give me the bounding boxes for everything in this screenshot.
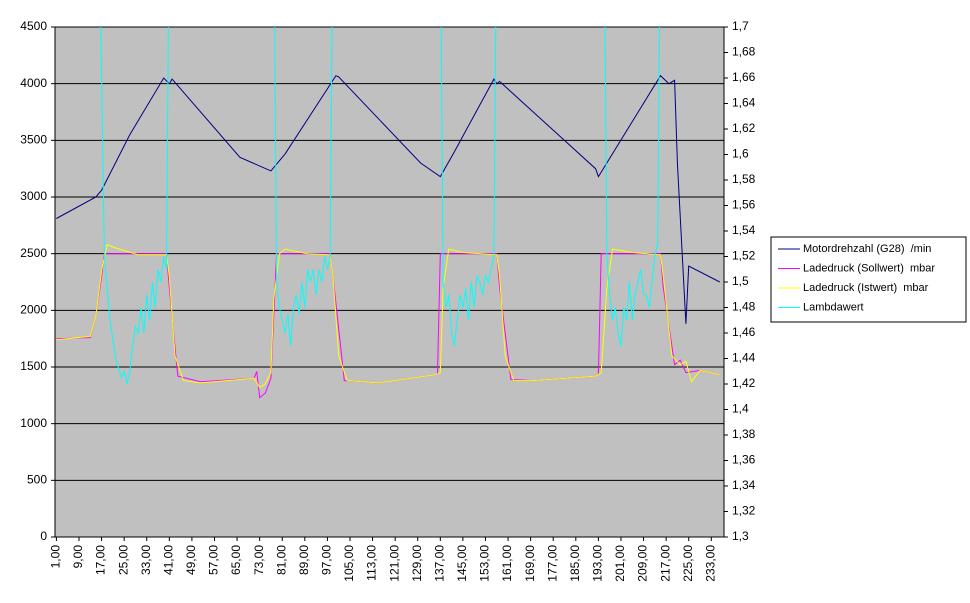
x-tick-label: 177,00 bbox=[545, 545, 559, 582]
x-tick-label: 209,00 bbox=[636, 545, 650, 582]
y-tick-label: 3500 bbox=[20, 133, 47, 147]
x-tick-label: 49,00 bbox=[184, 545, 198, 575]
plot-background bbox=[55, 27, 724, 537]
y2-tick-label: 1,32 bbox=[732, 504, 756, 518]
y-tick-label: 2000 bbox=[20, 303, 47, 317]
y2-tick-label: 1,6 bbox=[732, 147, 749, 161]
y2-tick-label: 1,48 bbox=[732, 300, 756, 314]
series-line bbox=[56, 243, 720, 389]
y2-tick-label: 1,56 bbox=[732, 198, 756, 212]
x-tick-label: 57,00 bbox=[207, 545, 221, 575]
axes: 0 500 1000 1500 2000 2500 3000 3500 4000 4500 1,3 1… bbox=[20, 19, 755, 582]
legend-box bbox=[770, 236, 967, 323]
y2-tick-label: 1,64 bbox=[732, 96, 756, 110]
x-tick-label: 153,00 bbox=[478, 545, 492, 582]
y2-tick-label: 1,5 bbox=[732, 274, 749, 288]
x-tick-label: 233,00 bbox=[703, 545, 717, 582]
series-line bbox=[56, 74, 721, 324]
y-tick-label: 500 bbox=[27, 473, 47, 487]
x-tick-label: 1,00 bbox=[49, 545, 63, 569]
x-tick-label: 201,00 bbox=[613, 545, 627, 582]
x-tick-label: 185,00 bbox=[568, 545, 582, 582]
y-tick-label: 4000 bbox=[20, 76, 47, 90]
x-tick-label: 81,00 bbox=[274, 545, 288, 575]
y2-tick-label: 1,42 bbox=[732, 376, 756, 390]
x-tick-label: 145,00 bbox=[455, 545, 469, 582]
x-tick-label: 97,00 bbox=[320, 545, 334, 575]
y2-tick-label: 1,34 bbox=[732, 478, 756, 492]
y2-tick-label: 1,66 bbox=[732, 70, 756, 84]
y2-tick-label: 1,46 bbox=[732, 325, 756, 339]
x-tick-label: 129,00 bbox=[410, 545, 424, 582]
y2-tick-label: 1,7 bbox=[732, 19, 749, 33]
plot-area bbox=[55, 26, 724, 538]
y-tick-label: 3000 bbox=[20, 189, 47, 203]
series-line bbox=[100, 27, 660, 385]
x-tick-label: 169,00 bbox=[523, 545, 537, 582]
y2-tick-label: 1,38 bbox=[732, 427, 756, 441]
x-tick-label: 193,00 bbox=[591, 545, 605, 582]
x-tick-label: 65,00 bbox=[229, 545, 243, 575]
x-tick-label: 41,00 bbox=[161, 545, 175, 575]
x-tick-label: 161,00 bbox=[500, 545, 514, 582]
y2-tick-label: 1,54 bbox=[732, 223, 756, 237]
x-tick-label: 9,00 bbox=[71, 545, 85, 569]
legend-label: Ladedruck (Sollwert) mbar bbox=[803, 262, 935, 274]
y-tick-label: 2500 bbox=[20, 246, 47, 260]
y2-tick-label: 1,62 bbox=[732, 121, 756, 135]
y2-tick-label: 1,44 bbox=[732, 351, 756, 365]
x-tick-label: 17,00 bbox=[94, 545, 108, 575]
x-tick-label: 105,00 bbox=[342, 545, 356, 582]
legend-label: Ladedruck (Istwert) mbar bbox=[803, 282, 929, 294]
x-tick-label: 73,00 bbox=[252, 545, 266, 575]
y2-tick-label: 1,3 bbox=[732, 529, 749, 543]
y-tick-label: 1500 bbox=[20, 359, 47, 373]
y2-tick-label: 1,4 bbox=[732, 402, 749, 416]
legend: Motordrehzahl (G28) /min Ladedruck (Sollw… bbox=[778, 243, 935, 313]
x-tick-label: 33,00 bbox=[139, 545, 153, 575]
x-tick-label: 217,00 bbox=[658, 545, 672, 582]
y-tick-label: 1000 bbox=[20, 416, 47, 430]
x-tick-label: 121,00 bbox=[387, 545, 401, 582]
x-tick-label: 225,00 bbox=[681, 545, 695, 582]
x-tick-label: 137,00 bbox=[432, 545, 446, 582]
y2-tick-label: 1,52 bbox=[732, 249, 756, 263]
lines bbox=[56, 27, 721, 399]
x-tick-label: 25,00 bbox=[116, 545, 130, 575]
y2-tick-label: 1,68 bbox=[732, 45, 756, 59]
x-tick-label: 89,00 bbox=[297, 545, 311, 575]
y2-tick-label: 1,36 bbox=[732, 453, 756, 467]
x-tick-label: 113,00 bbox=[365, 545, 379, 581]
y2-tick-label: 1,58 bbox=[732, 172, 756, 186]
y-tick-label: 0 bbox=[40, 529, 47, 543]
legend-label: Motordrehzahl (G28) /min bbox=[803, 243, 931, 255]
y-tick-label: 4500 bbox=[20, 19, 47, 33]
legend-label: Lambdawert bbox=[803, 301, 864, 313]
